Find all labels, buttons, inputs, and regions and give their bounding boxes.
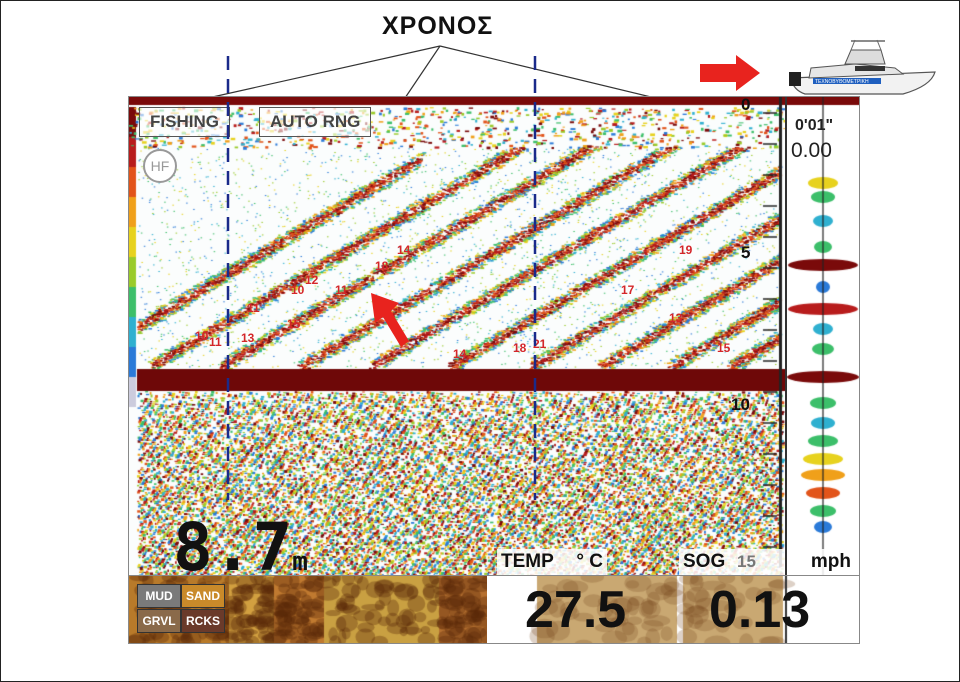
time-markers [0,0,960,682]
